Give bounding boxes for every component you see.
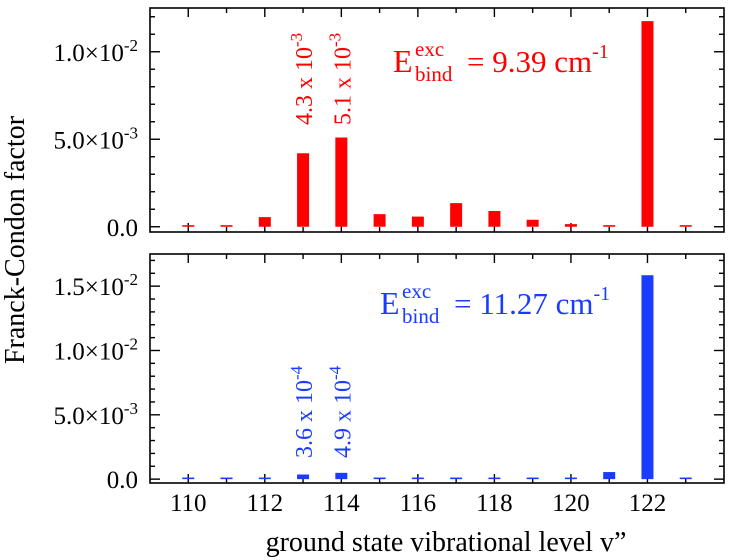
energy-value: = 9.39 cm-1 bbox=[467, 41, 609, 79]
bar-v123 bbox=[679, 225, 692, 227]
y-tick-label: 5.0×10-3 bbox=[53, 399, 138, 430]
bar-annotation: 4.9 x 10-4 bbox=[325, 365, 356, 458]
energy-value: = 11.27 cm-1 bbox=[454, 283, 610, 321]
bar-v110 bbox=[182, 225, 195, 227]
panel-bottom: 110 112 114 116 118 120 122 0.0 5.0×10-3 1.0×10-2… bbox=[53, 253, 725, 517]
x-axis-label: ground state vibrational level v” bbox=[266, 527, 627, 558]
bar-v112 bbox=[258, 477, 271, 480]
x-tick-label: 110 bbox=[170, 490, 207, 517]
y-tick-label: 0.0 bbox=[107, 467, 138, 494]
y-tick-label: 0.0 bbox=[107, 215, 138, 242]
bar-v115 bbox=[373, 477, 386, 480]
bar-v117 bbox=[450, 203, 463, 227]
x-tick-label: 118 bbox=[476, 490, 513, 517]
bar-v118 bbox=[488, 477, 501, 480]
energy-superscript: exc bbox=[415, 37, 444, 61]
bar-v122 bbox=[641, 275, 654, 480]
bar-annotation: 3.6 x 10-4 bbox=[287, 365, 318, 458]
energy-subscript: bind bbox=[415, 62, 453, 86]
y-tick-label: 5.0×10-3 bbox=[53, 123, 138, 154]
bar-v110 bbox=[182, 477, 195, 480]
bar-v112 bbox=[258, 217, 271, 227]
bar-v121 bbox=[603, 225, 616, 227]
energy-symbol: E bbox=[380, 285, 400, 321]
panel-top: 0.0 5.0×10-3 1.0×10-2 4.3 x 10-35.1 x 10-3 E… bbox=[53, 7, 725, 242]
x-tick-label: 112 bbox=[247, 490, 284, 517]
plot-frame bbox=[149, 7, 725, 233]
bar-v116 bbox=[411, 216, 424, 227]
bar-v111 bbox=[220, 225, 233, 227]
bar-v119 bbox=[526, 477, 539, 480]
bar-v114 bbox=[335, 472, 348, 480]
bar-annotation: 5.1 x 10-3 bbox=[325, 33, 356, 125]
chart-panels: 0.0 5.0×10-3 1.0×10-2 4.3 x 10-35.1 x 10-3 E… bbox=[53, 7, 725, 517]
bar-v122 bbox=[641, 21, 654, 227]
bar-v113 bbox=[297, 474, 310, 480]
bar-v111 bbox=[220, 477, 233, 480]
bar-v116 bbox=[411, 477, 424, 480]
x-tick-label: 122 bbox=[629, 490, 667, 517]
bar-v115 bbox=[373, 214, 386, 227]
bar-v120 bbox=[564, 224, 577, 227]
bar-v120 bbox=[564, 477, 577, 480]
bar-v119 bbox=[526, 219, 539, 227]
y-tick-label: 1.0×10-2 bbox=[53, 36, 138, 67]
x-tick-label: 116 bbox=[400, 490, 437, 517]
bar-v114 bbox=[335, 137, 348, 227]
energy-symbol: E bbox=[393, 43, 413, 79]
plot-frame bbox=[149, 253, 725, 484]
bar-annotation: 4.3 x 10-3 bbox=[287, 33, 318, 125]
bar-v118 bbox=[488, 211, 501, 227]
y-tick-label: 1.0×10-2 bbox=[53, 334, 138, 365]
y-tick-label: 1.5×10-2 bbox=[53, 270, 138, 301]
y-axis-label: Franck-Condon factor bbox=[0, 115, 31, 364]
bar-v117 bbox=[450, 477, 463, 480]
bar-v123 bbox=[679, 477, 692, 480]
bar-v121 bbox=[603, 472, 616, 480]
bar-v113 bbox=[297, 153, 310, 227]
energy-superscript: exc bbox=[402, 279, 431, 303]
x-tick-label: 120 bbox=[552, 490, 590, 517]
x-tick-label: 114 bbox=[323, 490, 360, 517]
energy-subscript: bind bbox=[402, 304, 440, 328]
